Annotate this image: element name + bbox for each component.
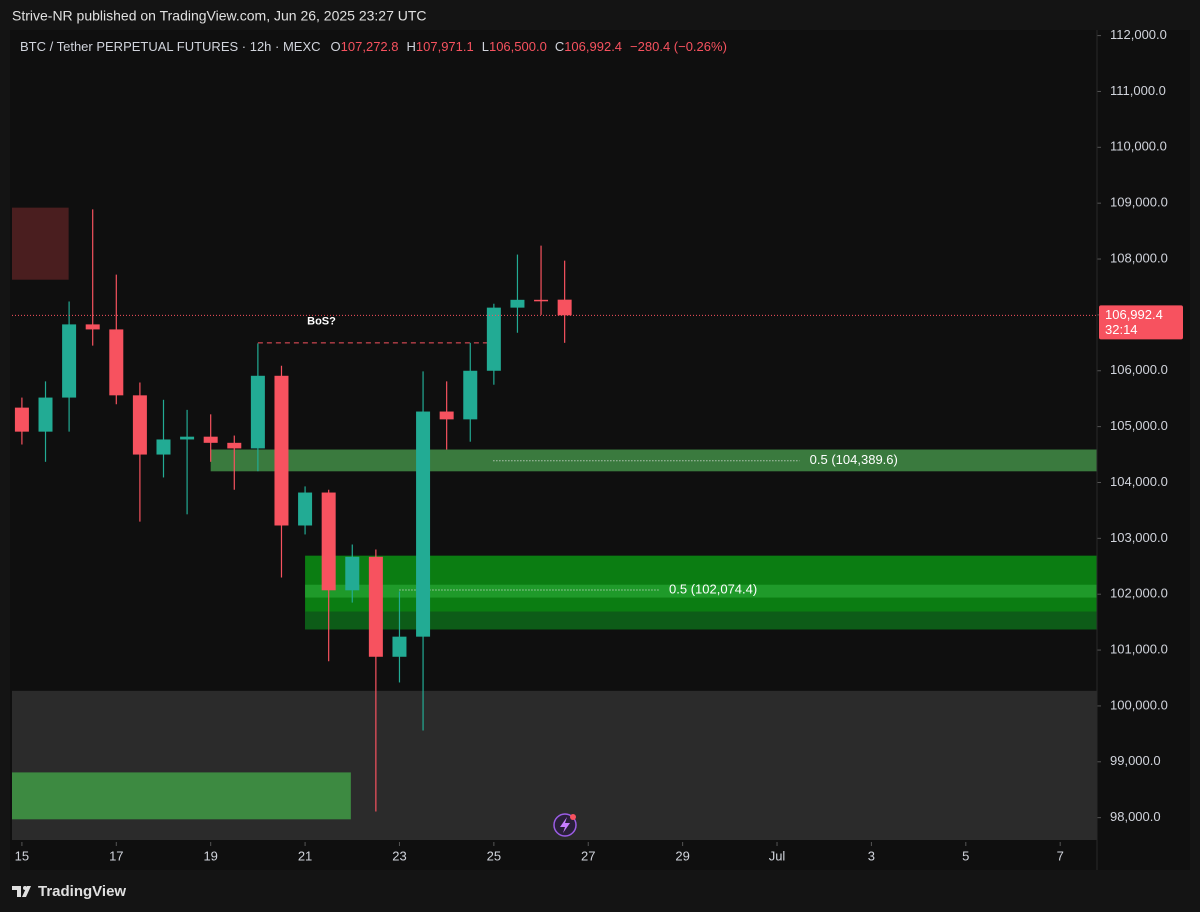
- x-tick-label: 27: [581, 848, 595, 863]
- candle-body: [109, 329, 124, 396]
- candle-body: [463, 370, 478, 420]
- candle-body: [227, 442, 242, 449]
- candle-body: [321, 492, 336, 591]
- x-tick-label: 17: [109, 848, 123, 863]
- header-change: −280.4 (−0.26%): [630, 39, 727, 54]
- candle-body: [274, 375, 289, 526]
- y-tick-label: 102,000.0: [1110, 586, 1168, 601]
- candle-body: [557, 299, 572, 316]
- y-tick-label: 109,000.0: [1110, 195, 1168, 210]
- candle-body: [156, 439, 171, 455]
- y-tick-label: 111,000.0: [1110, 83, 1166, 98]
- candle-body: [62, 324, 77, 398]
- candle-body: [85, 324, 100, 330]
- icon-bolt: [560, 817, 570, 833]
- candle-body: [439, 411, 454, 420]
- candle-body: [486, 307, 501, 371]
- last-price-box: [1099, 305, 1183, 340]
- x-tick-label: 29: [675, 848, 689, 863]
- candle-body: [132, 395, 147, 455]
- x-tick-label: 23: [392, 848, 406, 863]
- x-tick-label: 15: [15, 848, 29, 863]
- publish-note: Strive-NR published on TradingView.com, …: [12, 8, 427, 24]
- header-value: 107,272.8: [341, 39, 399, 54]
- level-label: 0.5 (104,389.6): [810, 452, 898, 467]
- x-tick-label: 21: [298, 848, 312, 863]
- candle-body: [416, 411, 431, 637]
- candle-body: [534, 299, 549, 302]
- candle-body: [203, 436, 218, 443]
- header-key: C: [555, 39, 564, 54]
- candle-body: [180, 436, 195, 440]
- y-tick-label: 100,000.0: [1110, 697, 1168, 712]
- brand-logo: [12, 886, 31, 897]
- zone: [305, 611, 1098, 630]
- y-tick-label: 101,000.0: [1110, 642, 1168, 657]
- y-tick-label: 108,000.0: [1110, 250, 1168, 265]
- x-tick-label: 19: [203, 848, 217, 863]
- header-key: H: [407, 39, 416, 54]
- header-key: O: [331, 39, 341, 54]
- candle-body: [298, 492, 313, 526]
- logo-dot: [23, 886, 27, 890]
- x-tick-label: 5: [962, 848, 969, 863]
- y-tick-label: 104,000.0: [1110, 474, 1168, 489]
- header-legend: BTC / Tether PERPETUAL FUTURES · 12h · M…: [20, 39, 727, 54]
- candle-body: [345, 556, 360, 591]
- brand: TradingView: [38, 883, 126, 900]
- zone: [305, 584, 1098, 598]
- y-tick-label: 103,000.0: [1110, 530, 1168, 545]
- zone: [210, 449, 1098, 472]
- candle-body: [510, 299, 525, 308]
- y-tick-label: 105,000.0: [1110, 418, 1168, 433]
- header-value: 106,500.0: [489, 39, 547, 54]
- y-tick-label: 98,000.0: [1110, 809, 1161, 824]
- layers: 0.5 (104,389.6) 0.5 (102,074.4) BoS? 98,000…: [12, 27, 1183, 870]
- candle-body: [392, 636, 407, 657]
- bolt-icon: [553, 813, 577, 837]
- countdown: 32:14: [1105, 322, 1138, 337]
- header-key: L: [482, 39, 489, 54]
- header-title: BTC / Tether PERPETUAL FUTURES · 12h · M…: [20, 39, 321, 54]
- x-tick-label: 7: [1057, 848, 1064, 863]
- candle-body: [38, 397, 53, 432]
- y-tick-label: 99,000.0: [1110, 753, 1161, 768]
- header-value: 106,992.4: [564, 39, 622, 54]
- candle-body: [250, 375, 265, 449]
- bos-label: BoS?: [307, 316, 336, 328]
- x-tick-label: 25: [487, 848, 501, 863]
- header-value: 107,971.1: [416, 39, 474, 54]
- x-tick-label: 3: [868, 848, 875, 863]
- y-tick-label: 110,000.0: [1110, 139, 1167, 154]
- last-price-label: 106,992.4: [1105, 307, 1163, 322]
- candle-body: [14, 407, 29, 432]
- y-tick-label: 112,000.0: [1110, 27, 1167, 42]
- level-label: 0.5 (102,074.4): [669, 581, 757, 596]
- zone: [12, 207, 69, 280]
- zone: [12, 772, 351, 820]
- candle-body: [368, 556, 383, 657]
- y-tick-label: 106,000.0: [1110, 362, 1168, 377]
- icon-dot: [570, 814, 576, 820]
- x-tick-label: Jul: [769, 848, 786, 863]
